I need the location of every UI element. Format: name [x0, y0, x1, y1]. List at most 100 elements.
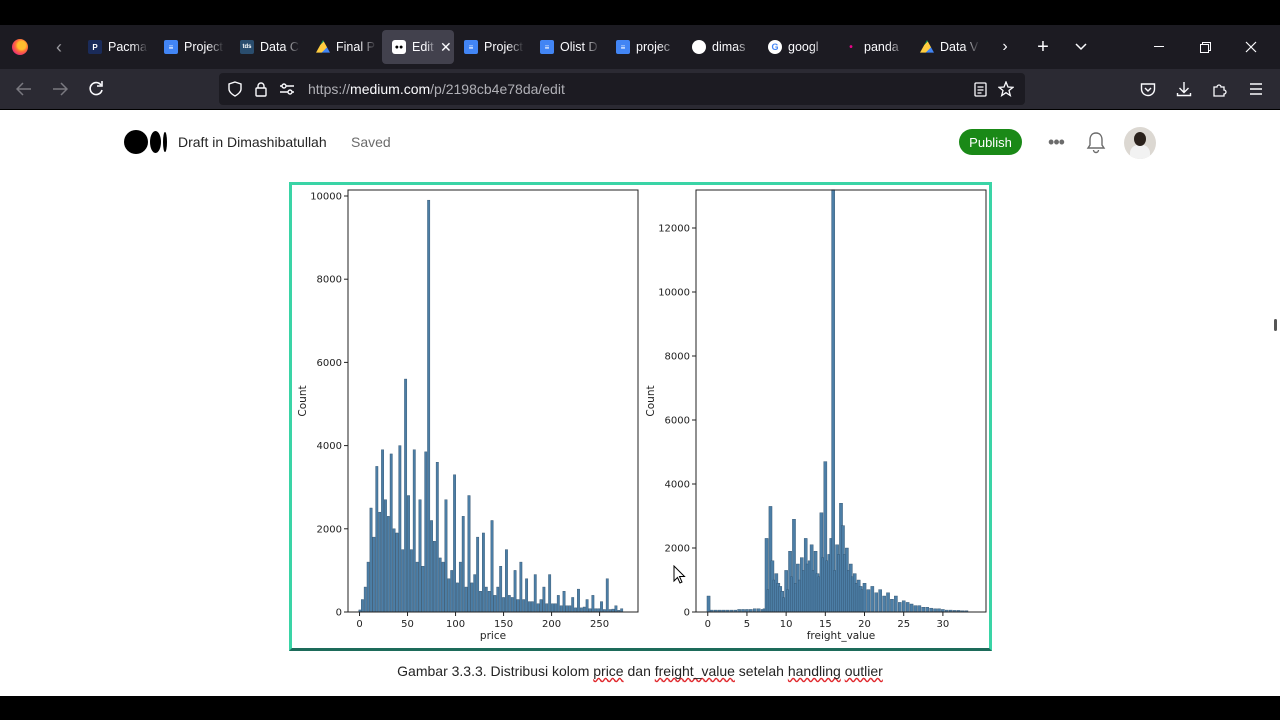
user-avatar[interactable]	[1124, 127, 1156, 159]
histogram-bar	[556, 595, 560, 613]
histogram-bar	[447, 578, 451, 613]
histogram-bar	[415, 561, 419, 613]
reader-view-icon[interactable]	[967, 73, 993, 105]
histogram-bar	[545, 603, 549, 613]
downloads-icon[interactable]	[1166, 71, 1202, 107]
firefox-menu-icon[interactable]	[0, 25, 40, 69]
histogram-bar	[372, 536, 376, 613]
extensions-icon[interactable]	[1202, 71, 1238, 107]
x-tick-label: 100	[446, 619, 465, 630]
more-options-icon[interactable]: •••	[1048, 131, 1065, 152]
histogram-bar	[605, 578, 609, 613]
histogram-bar	[571, 597, 575, 613]
permissions-icon[interactable]	[274, 73, 300, 105]
histogram-bar	[510, 597, 514, 613]
histogram-bar	[579, 607, 583, 613]
x-tick-label: 50	[401, 619, 414, 630]
y-tick-label: 10000	[310, 192, 342, 203]
histogram-bar	[565, 605, 569, 613]
histogram-bar	[886, 592, 890, 613]
list-all-tabs-icon[interactable]	[1062, 25, 1100, 69]
histogram-bar	[481, 532, 485, 613]
reload-icon[interactable]	[78, 71, 114, 107]
y-tick-label: 6000	[317, 358, 342, 369]
histogram-bar	[925, 607, 929, 613]
histogram-bar	[582, 606, 586, 613]
histogram-bar	[522, 599, 526, 613]
y-tick-label: 4000	[665, 480, 690, 491]
tab-2[interactable]: tds Data Co	[230, 30, 306, 64]
tab-7[interactable]: ≡ projec	[606, 30, 682, 64]
tab-0[interactable]: P Pacman	[78, 30, 154, 64]
caption-text-dan: dan	[623, 663, 655, 679]
histogram-bar	[412, 449, 416, 613]
tab-11[interactable]: Data V	[910, 30, 986, 64]
histogram-bar	[366, 561, 370, 613]
back-icon[interactable]	[6, 71, 42, 107]
bookmark-star-icon[interactable]	[993, 73, 1019, 105]
url-prefix: https://	[308, 81, 351, 97]
restore-icon[interactable]	[1182, 25, 1228, 69]
histogram-bar	[389, 453, 393, 613]
tab-scroll-right-icon[interactable]: ›	[1002, 38, 1008, 55]
page-scrollbar[interactable]	[1274, 319, 1277, 331]
histogram-freight-value: 0 5 10 15 20 25 30 0 2000 4000 6000 8000 10000 12000 f…	[645, 189, 987, 642]
y-tick-label: 2000	[317, 524, 342, 535]
tab-title: Edit	[412, 40, 434, 54]
histogram-bar	[453, 474, 456, 613]
forward-icon[interactable]	[42, 71, 78, 107]
figure-caption[interactable]: Gambar 3.3.3. Distribusi kolom price dan…	[0, 663, 1280, 679]
tab-10[interactable]: • panda	[834, 30, 910, 64]
histogram-bar	[591, 595, 595, 613]
url-bar[interactable]: https://medium.com/p/2198cb4e78da/edit	[219, 73, 1025, 105]
caption-text-setelah: setelah	[734, 663, 788, 679]
histogram-figure[interactable]: 0 50 100 150 200 250 0 2000 4000 6000 8000 10000 pri…	[289, 182, 992, 651]
tab-3[interactable]: Final P	[306, 30, 382, 64]
x-tick-label: 150	[494, 619, 513, 630]
tab-scroll-left-icon[interactable]: ‹	[56, 36, 62, 57]
histogram-bar	[438, 557, 442, 613]
tab-title: Data Co	[260, 40, 300, 54]
close-tab-icon[interactable]: ✕	[440, 38, 452, 55]
histogram-bar	[574, 607, 577, 613]
tab-6[interactable]: ≡ Olist D	[530, 30, 606, 64]
new-tab-icon[interactable]: +	[1037, 35, 1049, 58]
x-tick-label: 200	[542, 619, 561, 630]
histogram-bar	[548, 574, 552, 613]
histogram-bar	[363, 586, 367, 613]
histogram-bar	[496, 586, 500, 613]
histogram-bar	[401, 549, 405, 613]
minimize-icon[interactable]	[1136, 25, 1182, 69]
medium-logo-icon[interactable]	[124, 130, 168, 154]
histogram-bar	[568, 605, 572, 613]
histogram-bar	[490, 520, 494, 613]
histogram-bar	[386, 516, 390, 613]
app-menu-icon[interactable]	[1238, 71, 1274, 107]
close-window-icon[interactable]	[1228, 25, 1274, 69]
tab-5[interactable]: ≡ Project	[454, 30, 530, 64]
histogram-bar	[507, 595, 511, 613]
tab-4[interactable]: ●● Edit ✕	[382, 30, 454, 64]
histogram-bar	[516, 599, 520, 613]
histogram-bar	[898, 602, 902, 613]
url-text[interactable]: https://medium.com/p/2198cb4e78da/edit	[308, 81, 565, 97]
gh-favicon-icon	[692, 40, 706, 54]
histogram-bar	[407, 495, 410, 613]
pocket-icon[interactable]	[1130, 71, 1166, 107]
x-tick-label: 30	[937, 619, 950, 630]
publish-button[interactable]: Publish	[959, 129, 1022, 155]
notifications-bell-icon[interactable]	[1085, 130, 1107, 154]
lock-icon[interactable]	[248, 73, 274, 105]
tracking-protection-shield-icon[interactable]	[222, 73, 248, 105]
doc-favicon-icon: ≡	[616, 40, 630, 54]
histogram-bar	[360, 599, 364, 613]
histogram-bar	[890, 599, 894, 613]
x-tick-label: 250	[590, 619, 609, 630]
tab-8[interactable]: dimas	[682, 30, 758, 64]
histogram-bar	[894, 595, 898, 613]
tab-bar: ‹ P Pacman ≡ Project tds Data Co Final P ●● Edit…	[0, 25, 1280, 69]
url-path: /p/2198cb4e78da/edit	[430, 81, 565, 97]
histogram-bar	[614, 605, 618, 613]
tab-1[interactable]: ≡ Project	[154, 30, 230, 64]
